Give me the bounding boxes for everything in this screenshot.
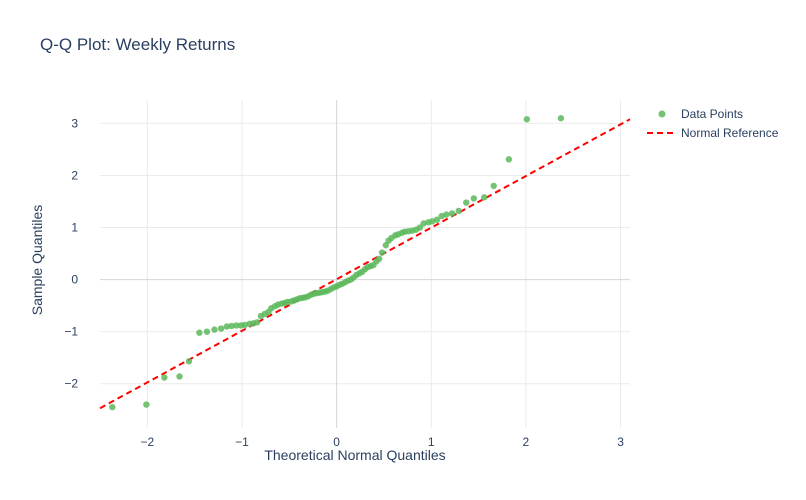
data-point[interactable] — [161, 374, 168, 381]
data-point[interactable] — [378, 249, 386, 256]
data-point[interactable] — [196, 329, 203, 336]
legend-label-data-points: Data Points — [681, 107, 743, 121]
x-axis-title: Theoretical Normal Quantiles — [264, 447, 445, 463]
zero-lines — [100, 100, 630, 428]
data-point[interactable] — [523, 116, 531, 123]
data-point[interactable] — [143, 401, 150, 408]
x-tick-label: 3 — [617, 435, 624, 449]
legend-marker-icon — [658, 110, 666, 118]
data-point[interactable] — [505, 156, 513, 163]
y-tick-label: 2 — [71, 168, 78, 182]
data-point[interactable] — [557, 115, 565, 122]
data-point[interactable] — [203, 328, 211, 335]
data-point[interactable] — [470, 195, 478, 202]
x-tick-label: −2 — [140, 435, 154, 449]
legend[interactable]: Data Points Normal Reference — [647, 107, 779, 140]
x-tick-label: 1 — [428, 435, 435, 449]
y-tick-label: 3 — [71, 116, 78, 130]
data-point[interactable] — [416, 224, 424, 231]
legend-item-data-points[interactable]: Data Points — [658, 107, 744, 121]
data-point[interactable] — [443, 211, 450, 218]
y-tick-label: 1 — [71, 221, 78, 235]
data-point[interactable] — [228, 322, 235, 330]
y-tick-label: 0 — [71, 273, 78, 287]
x-tick-label: 2 — [523, 435, 530, 449]
x-axis-ticks: −2 −1 0 1 2 3 — [140, 435, 624, 449]
data-point[interactable] — [211, 326, 218, 333]
data-point[interactable] — [463, 199, 470, 206]
x-tick-label: 0 — [333, 435, 340, 449]
data-point[interactable] — [223, 323, 231, 330]
normal-reference-line — [99, 118, 631, 410]
data-point[interactable] — [481, 194, 488, 201]
y-tick-label: −2 — [64, 377, 78, 391]
data-point[interactable] — [185, 358, 193, 365]
legend-label-normal-reference: Normal Reference — [681, 126, 779, 140]
data-point[interactable] — [375, 255, 383, 262]
y-axis-title: Sample Quantiles — [29, 205, 45, 316]
data-points-layer — [109, 115, 565, 411]
y-axis-ticks: −2 −1 0 1 2 3 — [64, 116, 78, 390]
data-point[interactable] — [382, 242, 390, 249]
data-point[interactable] — [433, 216, 441, 223]
data-point[interactable] — [109, 403, 116, 411]
grid-lines — [100, 100, 630, 428]
x-tick-label: −1 — [235, 435, 249, 449]
data-point[interactable] — [455, 207, 462, 215]
data-point[interactable] — [253, 319, 261, 326]
reference-line-layer — [99, 118, 631, 410]
data-point[interactable] — [217, 325, 225, 332]
data-point[interactable] — [448, 210, 456, 217]
data-point[interactable] — [490, 182, 497, 190]
data-point[interactable] — [176, 373, 183, 380]
chart-title: Q-Q Plot: Weekly Returns — [40, 35, 235, 54]
legend-item-normal-reference[interactable]: Normal Reference — [647, 126, 779, 140]
y-tick-label: −1 — [64, 325, 78, 339]
data-point[interactable] — [233, 322, 240, 329]
